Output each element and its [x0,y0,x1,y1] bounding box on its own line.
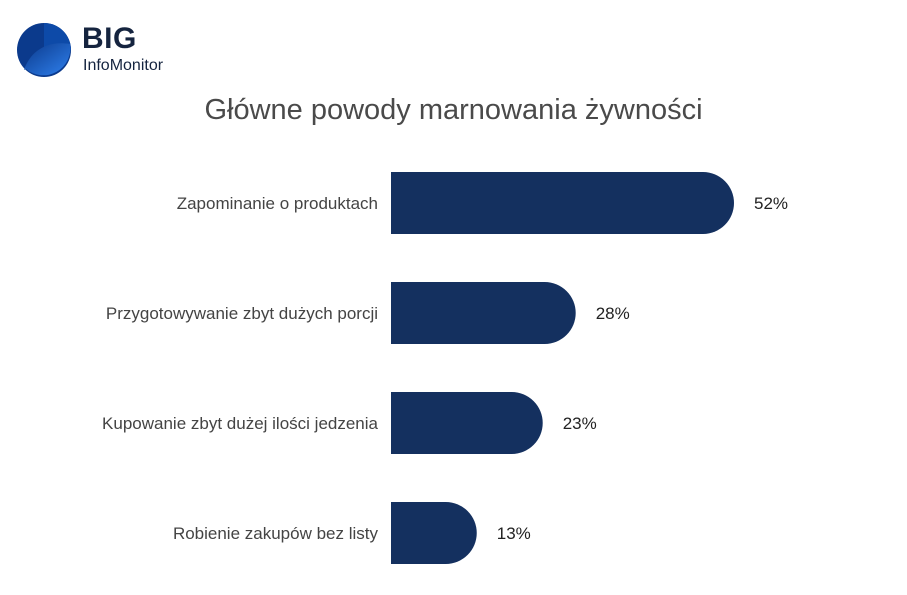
logo-brand: BIG [82,22,137,55]
category-label-2: Kupowanie zbyt dużej ilości jedzenia [102,414,378,433]
value-label-3: 13% [497,524,531,543]
value-label-1: 28% [596,304,630,323]
value-label-2: 23% [563,414,597,433]
logo-subtitle: InfoMonitor [83,57,164,74]
bar-1 [391,282,576,344]
value-label-0: 52% [754,194,788,213]
bar-2 [391,392,543,454]
category-label-3: Robienie zakupów bez listy [173,524,379,543]
logo: BIG InfoMonitor [16,22,186,78]
category-label-1: Przygotowywanie zbyt dużych porcji [106,304,378,323]
big-infomonitor-logo-icon [17,23,71,77]
bar-3 [391,502,477,564]
bar-0 [391,172,734,234]
category-label-0: Zapominanie o produktach [177,194,378,213]
chart-title: Główne powody marnowania żywności [204,94,703,126]
